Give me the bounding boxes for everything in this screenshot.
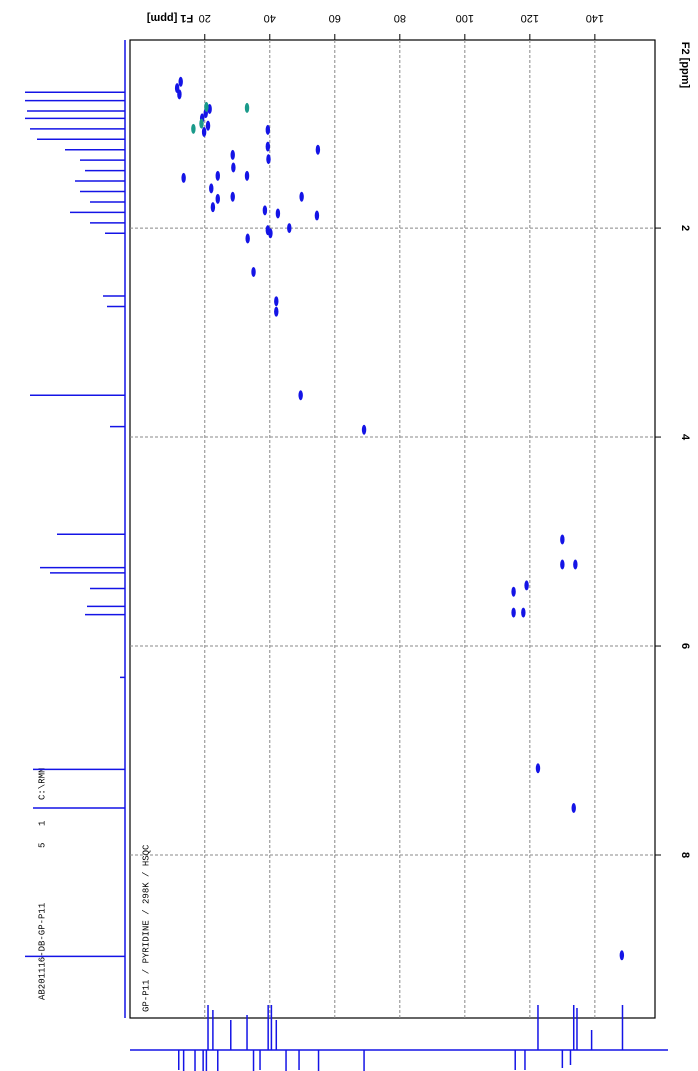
- x-axis-label: F1 [ppm]: [146, 12, 193, 24]
- cross-peak: [201, 126, 207, 137]
- cross-peak: [209, 183, 214, 194]
- cross-peak: [560, 534, 565, 545]
- cross-peak: [571, 802, 576, 813]
- cross-peak: [274, 306, 279, 317]
- cross-peak: [298, 390, 303, 401]
- dataset-info: 1: [37, 821, 47, 826]
- dataset-info: AB201116-DB-GP-P11: [37, 903, 47, 1000]
- cross-peak: [287, 223, 292, 234]
- cross-peak: [265, 124, 271, 135]
- cross-peak: [521, 607, 526, 618]
- cross-peak: [619, 950, 625, 961]
- cross-peak: [299, 191, 304, 202]
- cross-peak: [314, 210, 320, 221]
- cross-peak: [524, 580, 529, 591]
- cross-peak: [204, 101, 209, 112]
- plot-frame: [129, 39, 656, 1019]
- cross-peak: [177, 89, 182, 100]
- cross-peak: [268, 228, 273, 239]
- cross-peak: [210, 202, 216, 213]
- y-tick-label: 4: [679, 434, 691, 441]
- cross-peak: [535, 763, 541, 774]
- dataset-info: 5: [37, 843, 47, 848]
- y-tick-label: 8: [679, 852, 691, 858]
- cross-peak: [244, 102, 250, 113]
- cross-peak: [274, 296, 279, 307]
- cross-peak: [181, 172, 186, 183]
- cross-peak: [266, 154, 271, 165]
- x-tick-label: 80: [394, 12, 406, 24]
- y-tick-label: 2: [679, 225, 691, 231]
- annotation: GP-P11 / PYRIDINE / 298K / HSQC: [141, 844, 151, 1012]
- x-tick-label: 20: [199, 12, 211, 24]
- dataset-info: C:\RMN: [37, 768, 47, 800]
- y-tick-label: 6: [679, 643, 691, 649]
- cross-peak: [199, 118, 204, 129]
- cross-peak: [230, 149, 235, 160]
- cross-peak: [251, 266, 256, 277]
- cross-peak: [560, 559, 565, 570]
- cross-peak: [191, 123, 196, 134]
- cross-peak: [511, 586, 516, 597]
- cross-peak: [245, 233, 250, 244]
- cross-peak: [244, 170, 250, 181]
- cross-peak: [215, 193, 220, 204]
- y-axis-label: F2 [ppm]: [679, 42, 691, 89]
- x-tick-label: 60: [329, 12, 341, 24]
- cross-peak: [230, 191, 235, 202]
- x-tick-label: 100: [456, 12, 474, 24]
- x-tick-label: 40: [264, 12, 276, 24]
- cross-peak: [275, 208, 281, 219]
- cross-peak: [262, 205, 268, 216]
- cross-peak: [511, 607, 516, 618]
- cross-peak: [215, 170, 220, 181]
- cross-peak: [573, 559, 578, 570]
- cross-peak: [178, 76, 183, 87]
- x-tick-label: 120: [521, 12, 539, 24]
- cross-peak: [265, 141, 271, 152]
- cross-peak: [361, 424, 367, 435]
- cross-peak: [315, 144, 321, 155]
- cross-peak: [205, 120, 211, 131]
- cross-peak: [231, 162, 236, 173]
- x-tick-label: 140: [586, 12, 604, 24]
